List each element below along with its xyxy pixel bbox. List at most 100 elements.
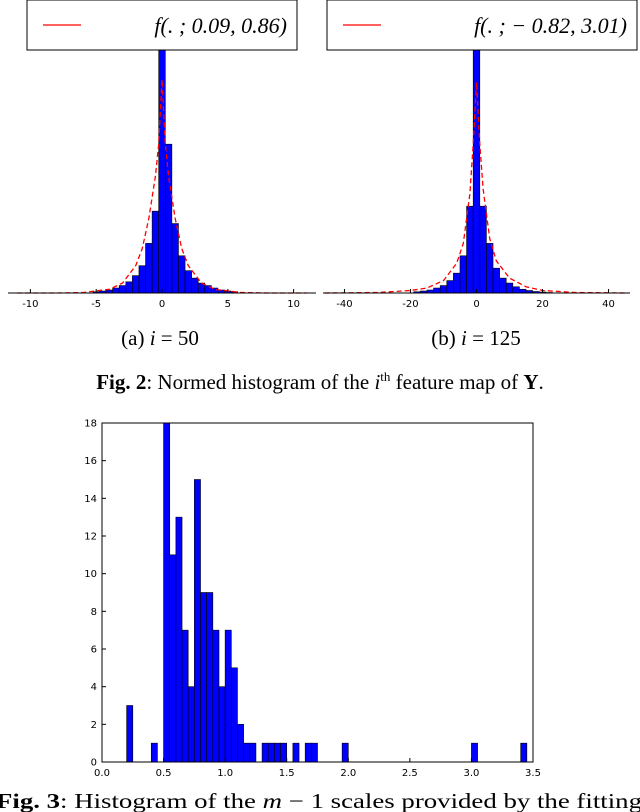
- x-tick-label: 0.0: [94, 768, 110, 779]
- caption-part: Fig. 3: [0, 789, 60, 812]
- caption-part: (b): [431, 326, 461, 350]
- y-tick-label: 4: [91, 682, 97, 693]
- bar: [224, 629, 232, 763]
- x-tick-label: 40: [602, 299, 615, 310]
- fit-curve: [17, 79, 307, 294]
- x-tick-label: 20: [536, 299, 549, 310]
- bar: [433, 287, 441, 294]
- bar: [212, 629, 220, 763]
- bar: [519, 288, 527, 294]
- bar: [471, 742, 478, 763]
- y-tick-label: 0: [91, 758, 97, 769]
- bar: [138, 265, 146, 294]
- bar: [486, 243, 494, 294]
- caption-part: i: [374, 370, 380, 394]
- bar: [341, 742, 349, 763]
- x-tick-label: 0: [159, 299, 165, 310]
- bar: [191, 277, 199, 294]
- x-tick-label: -10: [22, 299, 38, 310]
- figure-caption: Fig. 2: Normed histogram of the ith feat…: [96, 369, 544, 394]
- bar: [249, 742, 257, 763]
- x-tick-label: 10: [287, 299, 300, 310]
- caption-part: feature map of: [390, 370, 523, 394]
- subcaption-a: (a) i = 50: [121, 326, 199, 350]
- bar: [446, 280, 454, 294]
- bar: [280, 742, 288, 763]
- bar: [178, 255, 186, 294]
- bar: [194, 479, 201, 763]
- caption-part: (a): [121, 326, 150, 350]
- bar: [132, 275, 140, 294]
- caption-part: Y: [523, 370, 538, 394]
- y-tick-label: 14: [84, 494, 97, 505]
- bar: [151, 210, 160, 294]
- y-tick-label: 10: [84, 569, 97, 580]
- x-tick-label: 0: [473, 299, 479, 310]
- bar: [200, 592, 207, 763]
- bar: [492, 267, 500, 294]
- caption-part: th: [380, 369, 391, 384]
- bar: [181, 629, 189, 763]
- x-tick-label: 1.5: [279, 768, 295, 779]
- bar: [164, 143, 173, 294]
- y-tick-label: 12: [84, 532, 97, 543]
- bar: [479, 205, 487, 294]
- legend-label: f(. ; − 0.82, 3.01): [474, 13, 627, 38]
- bar: [112, 287, 120, 294]
- bar: [243, 742, 251, 763]
- caption-part: m: [263, 789, 282, 812]
- y-tick-label: 18: [84, 419, 97, 430]
- x-tick-label: 2.5: [402, 768, 418, 779]
- bar: [267, 742, 275, 763]
- x-tick-label: 0.5: [156, 768, 172, 779]
- y-tick-label: 16: [84, 456, 97, 467]
- bar: [145, 243, 153, 294]
- x-tick-label: 3.0: [463, 768, 479, 779]
- caption-part: = 125: [467, 326, 521, 350]
- bar: [118, 285, 127, 294]
- bar: [505, 282, 514, 294]
- bar: [126, 705, 134, 763]
- bar: [439, 285, 448, 294]
- subcaption-b: (b) i = 125: [431, 326, 520, 350]
- bar: [459, 255, 467, 294]
- legend-label: f(. ; 0.09, 0.86): [154, 13, 287, 38]
- bar: [171, 223, 179, 294]
- bar: [163, 422, 171, 763]
- bar: [206, 592, 214, 763]
- x-tick-label: 3.5: [525, 768, 541, 779]
- bar: [274, 742, 281, 763]
- figure-caption: Fig. 3: Histogram of the m − 1 scales pr…: [0, 789, 640, 812]
- bar: [184, 270, 192, 294]
- caption-part: − 1 scales provided by the fitting: [282, 789, 640, 812]
- caption-part: = 50: [156, 326, 199, 350]
- caption-part: .: [539, 370, 544, 394]
- plot-frame: [101, 422, 534, 763]
- caption-part: i: [461, 326, 467, 350]
- caption-part: : Histogram of the: [60, 789, 263, 812]
- y-tick-label: 6: [91, 645, 97, 656]
- caption-part: i: [150, 326, 156, 350]
- fit-curve: [324, 82, 629, 294]
- bar: [261, 742, 269, 763]
- bar: [218, 686, 226, 763]
- bar: [292, 742, 300, 763]
- bar: [175, 516, 183, 763]
- bar: [311, 742, 318, 763]
- bar: [499, 277, 507, 294]
- bar: [169, 554, 177, 763]
- bar: [466, 205, 474, 294]
- caption-part: Fig. 2: [96, 370, 146, 394]
- y-tick-label: 2: [91, 720, 97, 731]
- bar: [304, 742, 312, 763]
- caption-part: : Normed histogram of the: [146, 370, 374, 394]
- bar: [472, 44, 481, 294]
- bar: [520, 742, 528, 763]
- bar: [187, 686, 195, 763]
- bar: [150, 742, 158, 763]
- x-tick-label: -5: [91, 299, 101, 310]
- x-tick-label: -40: [336, 299, 352, 310]
- x-tick-label: 1.0: [217, 768, 233, 779]
- x-tick-label: -20: [402, 299, 418, 310]
